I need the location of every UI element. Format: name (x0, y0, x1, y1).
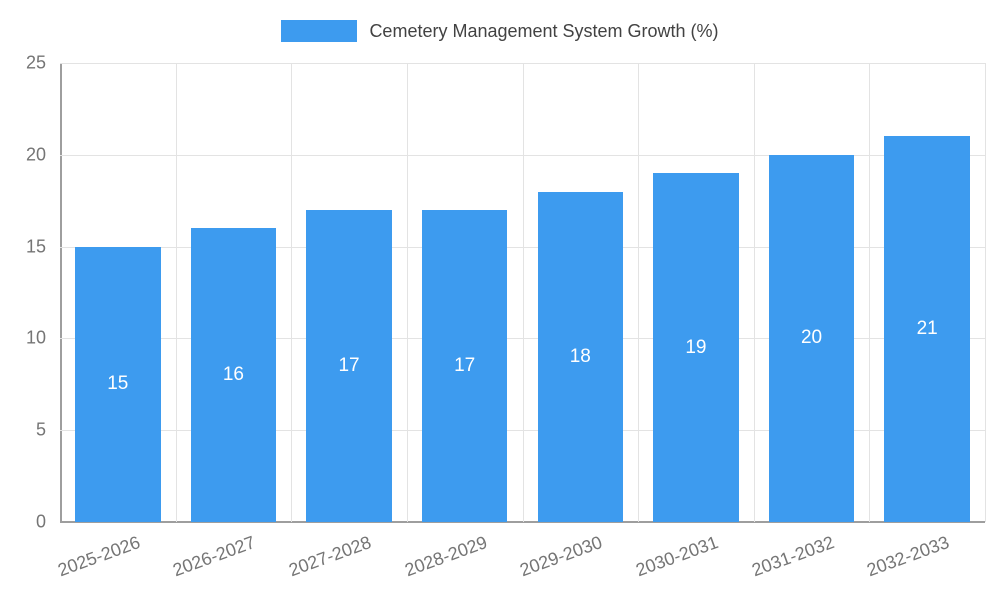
y-axis-line (60, 63, 62, 522)
plot-area: 0 5 10 15 20 25 15 2025-2026 16 2026-2027 17 2027-2… (26, 53, 986, 580)
x-tick-label: 2025-2026 (54, 532, 143, 581)
bar (421, 209, 508, 522)
gridline-vertical (753, 63, 755, 522)
bar (75, 246, 161, 522)
gridline-vertical (985, 63, 986, 522)
bar-value-label: 18 (569, 345, 591, 367)
y-tick-label: 5 (35, 419, 46, 440)
x-tick-label: 2030-2031 (633, 532, 721, 581)
y-tick-label: 25 (25, 52, 46, 73)
bar-value-label: 21 (916, 318, 938, 340)
bar (653, 173, 739, 522)
bar (768, 154, 855, 522)
bar-value-label: 17 (338, 354, 360, 376)
bar (190, 228, 277, 522)
gridline-vertical (638, 63, 640, 522)
x-tick-label: 2028-2029 (401, 532, 490, 581)
legend-label: Cemetery Management System Growth (%) (369, 20, 719, 41)
x-tick-label: 2026-2027 (170, 532, 259, 581)
gridline-vertical (291, 63, 293, 522)
x-tick-label: 2031-2032 (748, 532, 837, 581)
x-axis-line (60, 521, 985, 523)
gridline-vertical (869, 63, 871, 522)
bar-value-label: 17 (454, 354, 476, 376)
legend-swatch (281, 20, 358, 42)
bar (884, 136, 970, 522)
gridline-vertical (175, 63, 177, 522)
bar-value-label: 19 (685, 336, 707, 358)
gridline-vertical (522, 63, 524, 522)
y-tick-label: 0 (35, 511, 46, 532)
bar-value-label: 16 (222, 364, 245, 386)
legend[interactable]: Cemetery Management System Growth (%) (0, 20, 1000, 42)
x-tick-label: 2027-2028 (286, 532, 374, 581)
bar-value-label: 20 (800, 327, 823, 349)
x-tick-label: 2029-2030 (517, 532, 606, 581)
y-tick-label: 20 (25, 144, 46, 165)
bar (537, 191, 624, 522)
bar-value-label: 15 (107, 373, 129, 395)
x-tick-label: 2032-2033 (864, 532, 953, 581)
y-tick-label: 10 (25, 327, 46, 348)
gridline-vertical (406, 63, 408, 522)
y-tick-label: 15 (25, 236, 46, 257)
bar (306, 209, 392, 522)
